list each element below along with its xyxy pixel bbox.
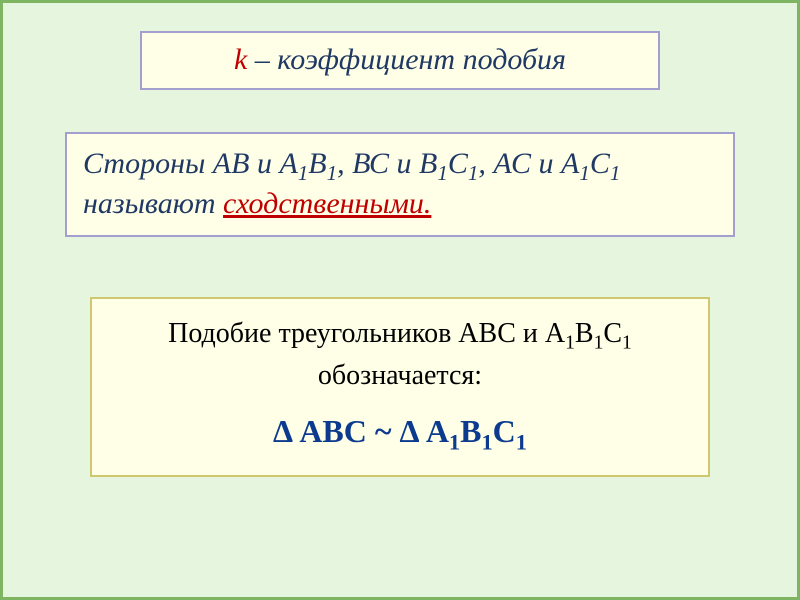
box-similarity: Подобие треугольников АВС и А1В1С1 обозн… <box>90 297 710 477</box>
k-letter: k <box>234 43 247 76</box>
coefficient-text: – коэффициент подобия <box>247 43 566 76</box>
similarity-formula: Δ АВС ~ Δ А1В1С1 <box>108 407 692 455</box>
box-coefficient: k – коэффициент подобия <box>140 31 660 90</box>
box-sides: Стороны АВ и А1В1, ВС и В1С1, АС и А1С1 … <box>65 132 735 237</box>
slide: k – коэффициент подобия Стороны АВ и А1В… <box>0 0 800 600</box>
similarity-text: Подобие треугольников АВС и А1В1С1 обозн… <box>108 313 692 397</box>
underlined-word: сходственными. <box>223 187 431 220</box>
